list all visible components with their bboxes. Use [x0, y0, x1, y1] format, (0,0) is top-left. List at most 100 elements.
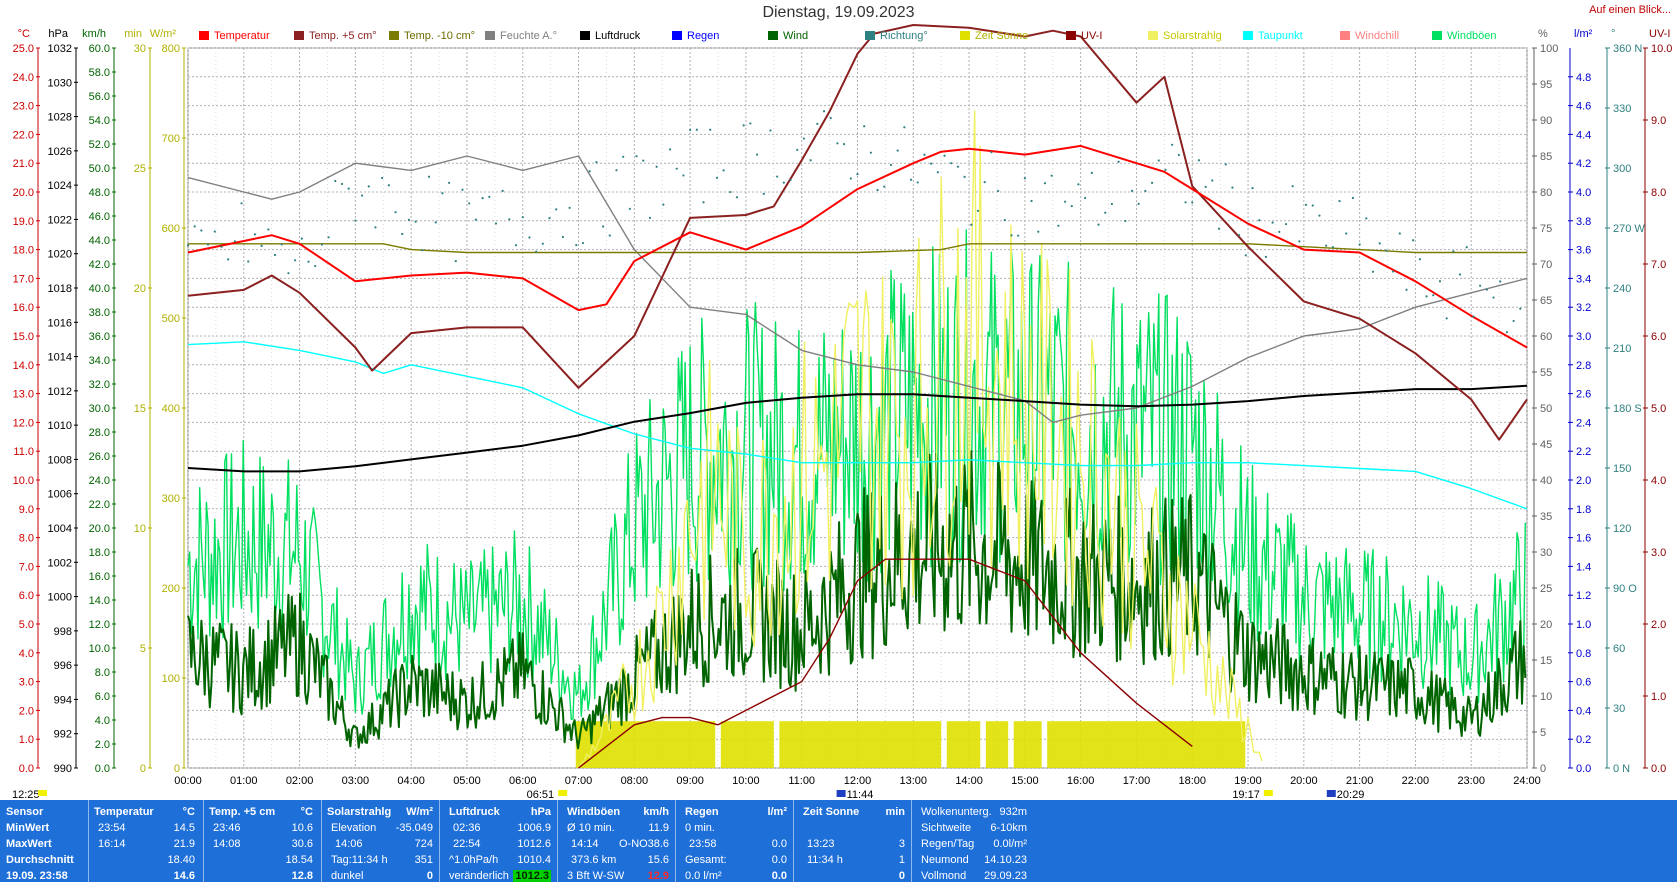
- direction-point: [635, 155, 638, 158]
- sunset-marker: 19:17: [1232, 789, 1260, 800]
- x-tick-label: 05:00: [453, 775, 481, 787]
- direction-point: [709, 128, 712, 131]
- gusts-unit: km/h: [643, 806, 669, 818]
- direction-point: [1171, 143, 1174, 146]
- solar-column: Solarstrahlg W/m² Elevation -35.049 14:0…: [321, 800, 440, 882]
- pressure-tick-label: 1022: [48, 214, 72, 226]
- direction-point: [461, 188, 464, 191]
- wind-tick-label: 32.0: [89, 379, 110, 391]
- direction-point: [782, 181, 785, 184]
- legend-label: Taupunkt: [1258, 30, 1303, 42]
- rain-tick-label: 4.4: [1576, 129, 1591, 141]
- direction-point: [689, 128, 692, 131]
- rain-column: Regen l/m² 0 min. 23:58 0.0 Gesamt: 0.0 …: [675, 800, 794, 882]
- direction-point: [1505, 331, 1509, 334]
- x-tick-label: 01:00: [230, 775, 258, 787]
- pressure-tick-label: 994: [54, 694, 72, 706]
- temp-tick-label: 0.0: [19, 763, 34, 775]
- direction-point: [1298, 240, 1301, 243]
- series-line: [187, 155, 1528, 424]
- visibility-value: 6-10km: [990, 822, 1027, 834]
- rain-tick-label: 2.8: [1576, 360, 1591, 372]
- direction-point: [307, 260, 310, 263]
- wind-tick-label: 2.0: [95, 739, 110, 751]
- direction-point: [749, 122, 752, 125]
- direction-point: [668, 148, 672, 151]
- temperature-header: Temperatur: [94, 806, 154, 818]
- temp-tick-label: 12.0: [13, 417, 34, 429]
- pressure-tick-label: 1002: [48, 557, 72, 569]
- moonset-marker: 20:29: [1337, 789, 1365, 800]
- temp5-avg-value: 18.54: [285, 854, 313, 866]
- x-tick-label: 20:00: [1290, 775, 1318, 787]
- percent-tick-label: 5: [1540, 727, 1546, 739]
- wind-tick-label: 36.0: [89, 331, 110, 343]
- direction-point: [789, 178, 792, 182]
- wind-tick-label: 44.0: [89, 235, 110, 247]
- temp5-column: Temp. +5 cm °C 23:46 10.6 14:08 30.6 18.…: [203, 800, 322, 882]
- legend-item: Wind: [768, 30, 808, 42]
- temp-tick-label: 18.0: [13, 245, 34, 257]
- rain-tick-label: 0.0: [1576, 763, 1591, 775]
- direction-point: [1519, 307, 1522, 310]
- direction-point: [642, 159, 645, 162]
- direction-point: [1251, 187, 1254, 190]
- direction-point: [367, 185, 370, 188]
- direction-point: [1438, 280, 1442, 283]
- direction-point: [742, 124, 745, 127]
- solar-elevation-value: -35.049: [395, 822, 433, 834]
- sunmin-tick-label: 25: [134, 163, 146, 175]
- now-marker: 12:25: [12, 789, 40, 800]
- sunshine-bar: [985, 721, 1009, 768]
- gusts-current-value: 12.9: [647, 870, 669, 882]
- rain-tick-label: 3.4: [1576, 273, 1591, 285]
- direction-point: [983, 181, 986, 184]
- uv-tick-label: 0.0: [1651, 763, 1666, 775]
- sunshine-max-value: 3: [898, 838, 905, 850]
- x-tick-label: 24:00: [1513, 775, 1541, 787]
- deg-tick-label: 360 N: [1613, 43, 1642, 55]
- wind-tick-label: 0.0: [95, 763, 110, 775]
- sunshine-bar: [1013, 721, 1042, 768]
- direction-point: [1144, 189, 1147, 193]
- rain-tick-label: 1.6: [1576, 533, 1591, 545]
- wind-tick-label: 34.0: [89, 355, 110, 367]
- direction-point: [869, 151, 872, 154]
- direction-point: [314, 264, 317, 268]
- direction-point: [434, 221, 437, 224]
- legend-label: Richtung°: [880, 30, 928, 42]
- legend-item: Solarstrahlg: [1148, 30, 1222, 42]
- direction-point: [648, 216, 652, 219]
- quick-view-link[interactable]: Auf einen Blick...: [1589, 4, 1671, 16]
- direction-point: [474, 218, 477, 221]
- direction-point: [1499, 280, 1502, 283]
- deg-tick-label: 330: [1613, 103, 1631, 115]
- wind-tick-label: 28.0: [89, 427, 110, 439]
- legend-swatch: [389, 31, 399, 40]
- temp5-unit: °C: [300, 806, 313, 818]
- sunmin-tick-label: 0: [140, 763, 146, 775]
- direction-point: [1465, 246, 1468, 249]
- direction-point: [1084, 196, 1087, 200]
- pressure-axis-header: hPa: [48, 28, 68, 40]
- deg-tick-label: 240: [1613, 283, 1631, 295]
- direction-point: [1479, 284, 1482, 287]
- direction-point: [1458, 273, 1462, 276]
- x-tick-label: 10:00: [732, 775, 760, 787]
- x-tick-label: 21:00: [1346, 775, 1374, 787]
- row-label-current: 19.09. 23:58: [6, 870, 68, 882]
- direction-point: [615, 169, 618, 172]
- legend-label: Solarstrahlg: [1163, 30, 1222, 42]
- direction-point: [555, 208, 558, 211]
- uv-tick-label: 7.0: [1651, 259, 1666, 271]
- gusts-max-direction: O-NO: [619, 838, 648, 850]
- temp-current-value: 14.6: [173, 870, 195, 882]
- sunshine-bar: [779, 721, 942, 768]
- x-tick-label: 18:00: [1178, 775, 1206, 787]
- pressure-current-value: 1012.3: [513, 870, 551, 882]
- series-line: [578, 558, 1193, 769]
- direction-point: [1365, 217, 1368, 220]
- noon-marker-swatch: [836, 790, 846, 797]
- pressure-unit: hPa: [530, 806, 551, 818]
- info-column: Wolkenunterg. 932m Sichtweite 6-10km Reg…: [911, 800, 1037, 882]
